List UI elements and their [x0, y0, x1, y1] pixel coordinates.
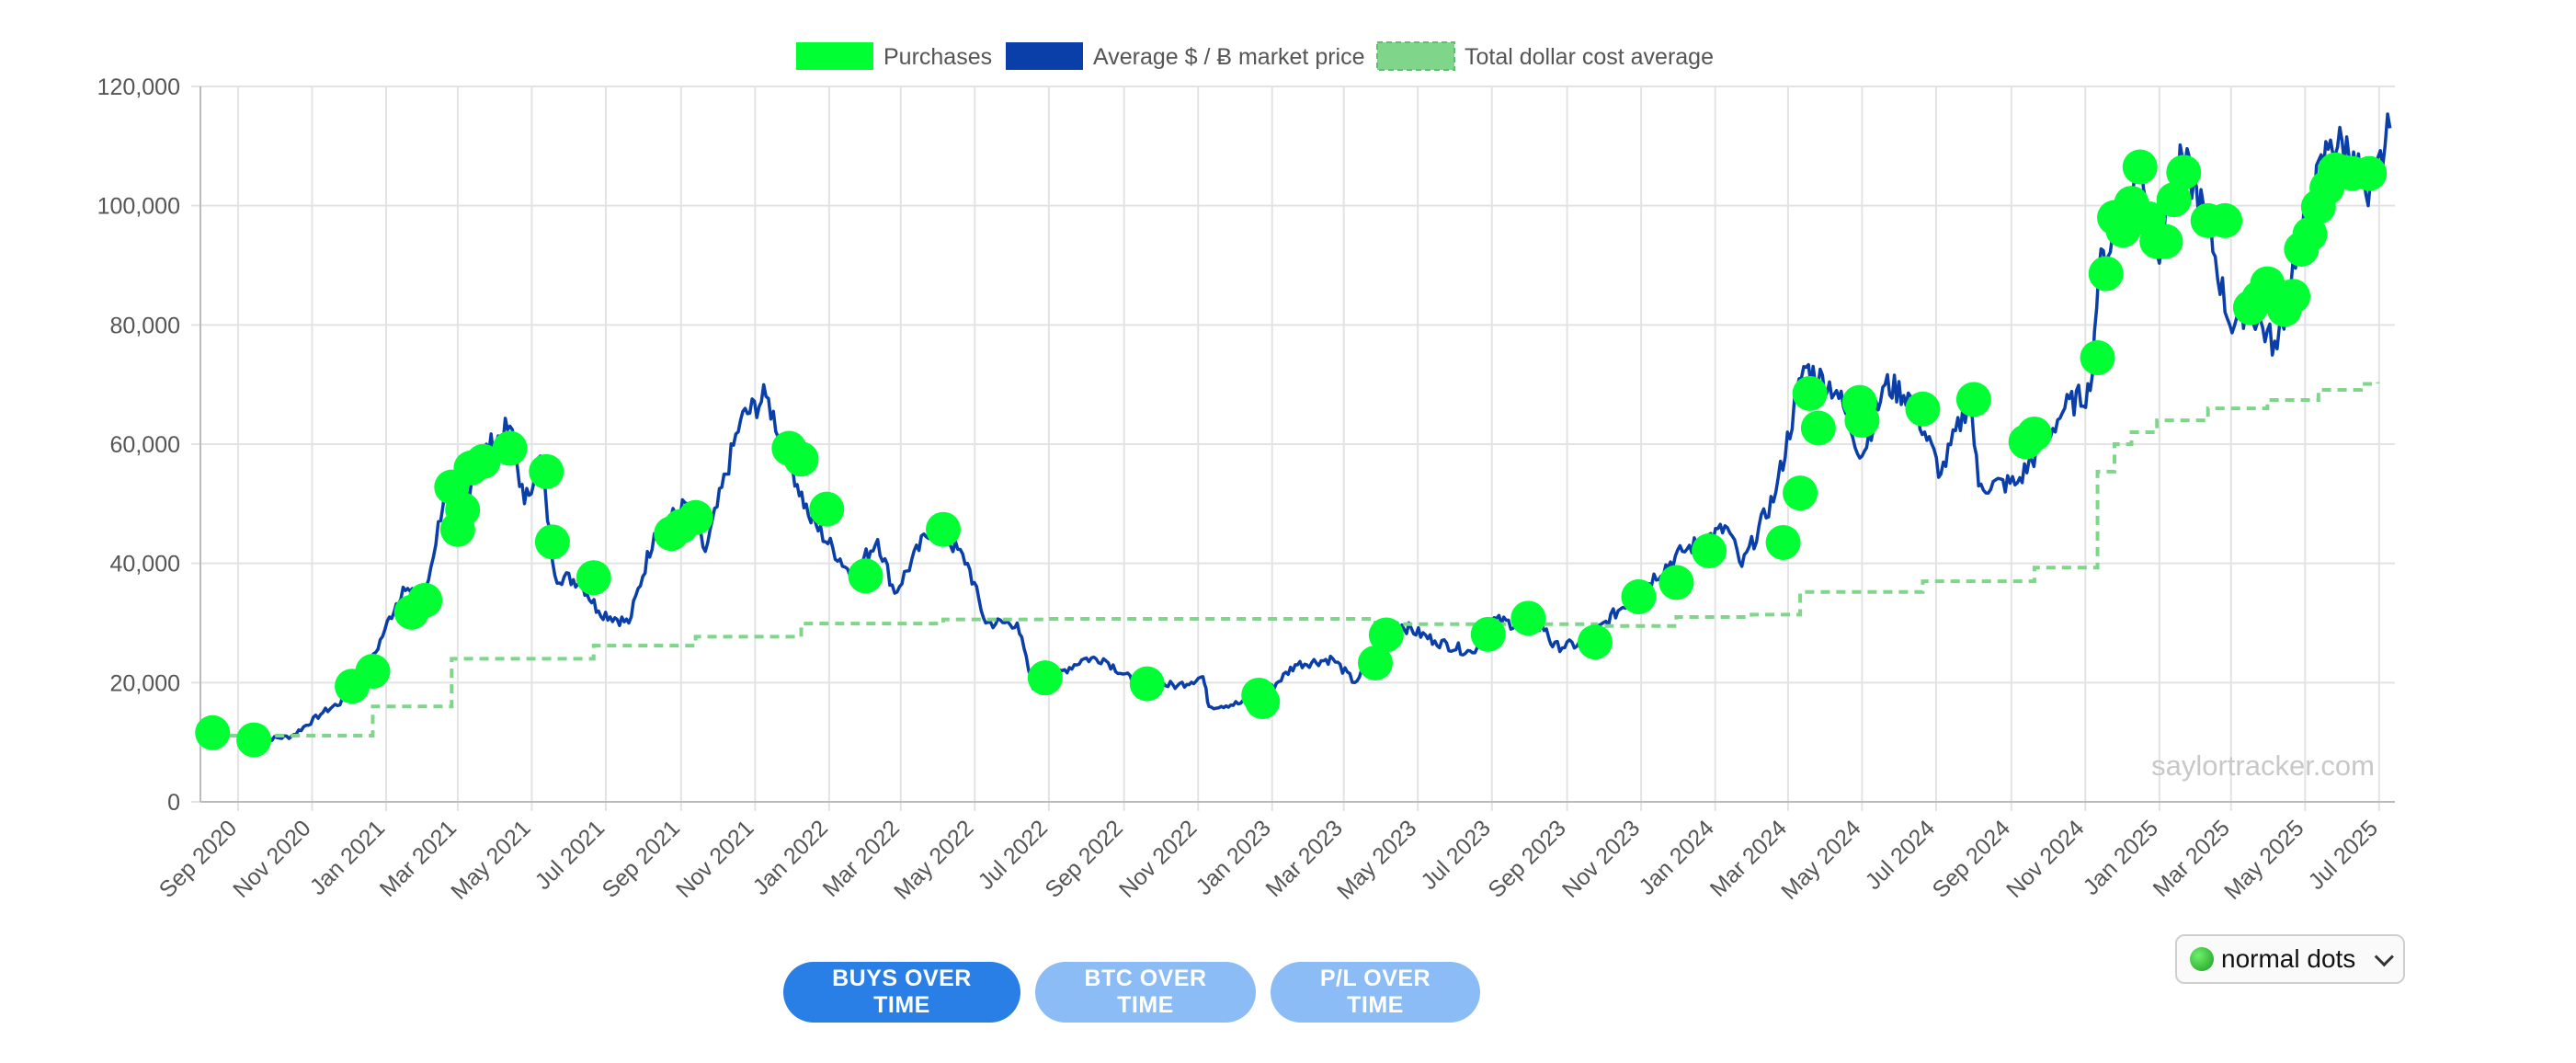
- price-chart: Purchases Average $ / Ƀ market price Tot…: [97, 41, 2395, 905]
- view-toggle-buttons: BUYS OVER TIME BTC OVER TIME P/L OVER TI…: [783, 962, 1480, 1023]
- legend-purchases-label: Purchases: [883, 44, 992, 70]
- purchase-dot: [2080, 339, 2115, 375]
- purchase-dot: [925, 511, 961, 547]
- x-tick-label: May 2025: [2219, 815, 2308, 901]
- x-tick-label: Sep 2023: [1483, 815, 1570, 901]
- purchase-dot: [1027, 660, 1063, 696]
- purchase-dot: [1844, 403, 1880, 439]
- purchase-dot: [1692, 533, 1727, 569]
- y-tick-label: 40,000: [110, 552, 180, 577]
- purchase-dot: [465, 443, 501, 479]
- x-tick-label: Jul 2023: [1416, 815, 1496, 895]
- purchase-dot: [1658, 565, 1694, 600]
- purchase-dot: [2292, 216, 2328, 252]
- btc-over-time-button[interactable]: BTC OVER TIME: [1035, 962, 1256, 1023]
- buys-over-time-button[interactable]: BUYS OVER TIME: [783, 962, 1020, 1023]
- purchase-dot: [2148, 223, 2183, 259]
- dot-style-value: normal dots: [2221, 944, 2356, 973]
- purchase-dot: [809, 491, 845, 527]
- x-tick-label: Nov 2023: [1557, 815, 1645, 901]
- purchase-dot: [2016, 416, 2052, 451]
- purchase-dot: [1765, 524, 1801, 560]
- x-tick-label: May 2023: [1332, 815, 1421, 901]
- purchase-dot: [2166, 154, 2202, 190]
- x-tick-label: Jan 2024: [1634, 815, 1719, 900]
- purchase-dot: [529, 453, 564, 489]
- legend-purchases-swatch: [796, 42, 873, 70]
- pl-over-time-button[interactable]: P/L OVER TIME: [1271, 962, 1480, 1023]
- x-tick-label: Nov 2022: [1114, 815, 1202, 901]
- cost-average-line: [212, 382, 2380, 738]
- x-tick-label: May 2022: [889, 815, 978, 901]
- purchase-dot: [1800, 410, 1836, 446]
- purchase-dot: [1470, 616, 1506, 652]
- chevron-down-icon: [2374, 946, 2394, 966]
- purchase-dot: [1621, 578, 1657, 614]
- y-tick-label: 60,000: [110, 432, 180, 458]
- purchase-dot: [2122, 149, 2158, 185]
- purchase-dot: [1245, 684, 1281, 720]
- watermark: saylortracker.com: [2151, 749, 2375, 782]
- purchase-dot: [2156, 182, 2192, 218]
- purchase-dot: [445, 492, 481, 528]
- y-axis: 0 20,000 40,000 60,000 80,000 100,000 120,000: [97, 74, 180, 816]
- purchase-dot: [678, 499, 713, 535]
- purchase-dot: [1792, 375, 1828, 411]
- purchase-dot: [355, 654, 391, 690]
- x-tick-label: Jul 2021: [530, 815, 610, 895]
- purchase-dot: [534, 524, 570, 560]
- x-tick-label: Nov 2020: [228, 815, 315, 901]
- purchase-dot: [1905, 391, 1941, 427]
- purchase-dot: [576, 560, 611, 596]
- y-tick-label: 120,000: [97, 74, 180, 100]
- purchase-dot: [195, 714, 231, 750]
- purchase-dot: [2352, 155, 2388, 191]
- y-tick-label: 100,000: [97, 194, 180, 220]
- purchase-dot: [1357, 645, 1393, 680]
- x-tick-label: Jul 2025: [2303, 815, 2383, 895]
- purchase-dot: [783, 441, 819, 477]
- market-price-line: [255, 112, 2392, 743]
- purchase-dot: [2088, 256, 2124, 291]
- x-tick-label: Jul 2022: [973, 815, 1053, 895]
- purchase-dot: [1955, 382, 1991, 417]
- legend-cost-average-swatch: [1376, 41, 1455, 71]
- legend-average-price-swatch: [1006, 42, 1083, 70]
- dot-style-select[interactable]: normal dots: [2175, 934, 2405, 984]
- x-tick-label: Nov 2021: [671, 815, 758, 901]
- purchase-dot: [1129, 666, 1165, 702]
- x-tick-label: Sep 2024: [1928, 815, 2016, 901]
- legend-purchases[interactable]: Purchases: [796, 42, 992, 70]
- y-tick-label: 0: [167, 790, 180, 816]
- legend: Purchases Average $ / Ƀ market price Tot…: [796, 41, 1714, 71]
- legend-cost-average-label: Total dollar cost average: [1465, 44, 1714, 70]
- purchase-dot: [1368, 617, 1404, 653]
- x-tick-label: Nov 2024: [2001, 815, 2090, 901]
- purchase-dot: [1783, 475, 1818, 511]
- series: [195, 112, 2392, 758]
- grid: [191, 86, 2395, 811]
- green-dot-icon: [2190, 947, 2214, 971]
- y-tick-label: 20,000: [110, 670, 180, 696]
- purchase-dot: [492, 430, 528, 466]
- purchase-dot: [407, 582, 443, 618]
- purchase-dot: [1577, 624, 1613, 660]
- x-tick-label: Sep 2020: [154, 815, 242, 901]
- purchase-dot: [2207, 202, 2243, 238]
- x-tick-label: Sep 2022: [1040, 815, 1127, 901]
- y-tick-label: 80,000: [110, 313, 180, 338]
- purchase-dot: [236, 722, 272, 758]
- legend-cost-average[interactable]: Total dollar cost average: [1376, 41, 1714, 71]
- chart-area: Purchases Average $ / Ƀ market price Tot…: [97, 41, 2395, 905]
- purchase-dot: [848, 558, 883, 594]
- x-tick-label: Sep 2021: [598, 815, 685, 901]
- purchase-dot: [2275, 279, 2311, 314]
- purchase-dot: [1510, 600, 1546, 636]
- legend-average-price[interactable]: Average $ / Ƀ market price: [1006, 42, 1365, 70]
- legend-average-price-label: Average $ / Ƀ market price: [1093, 44, 1365, 70]
- x-tick-label: May 2024: [1776, 815, 1866, 901]
- x-tick-label: May 2021: [446, 815, 535, 901]
